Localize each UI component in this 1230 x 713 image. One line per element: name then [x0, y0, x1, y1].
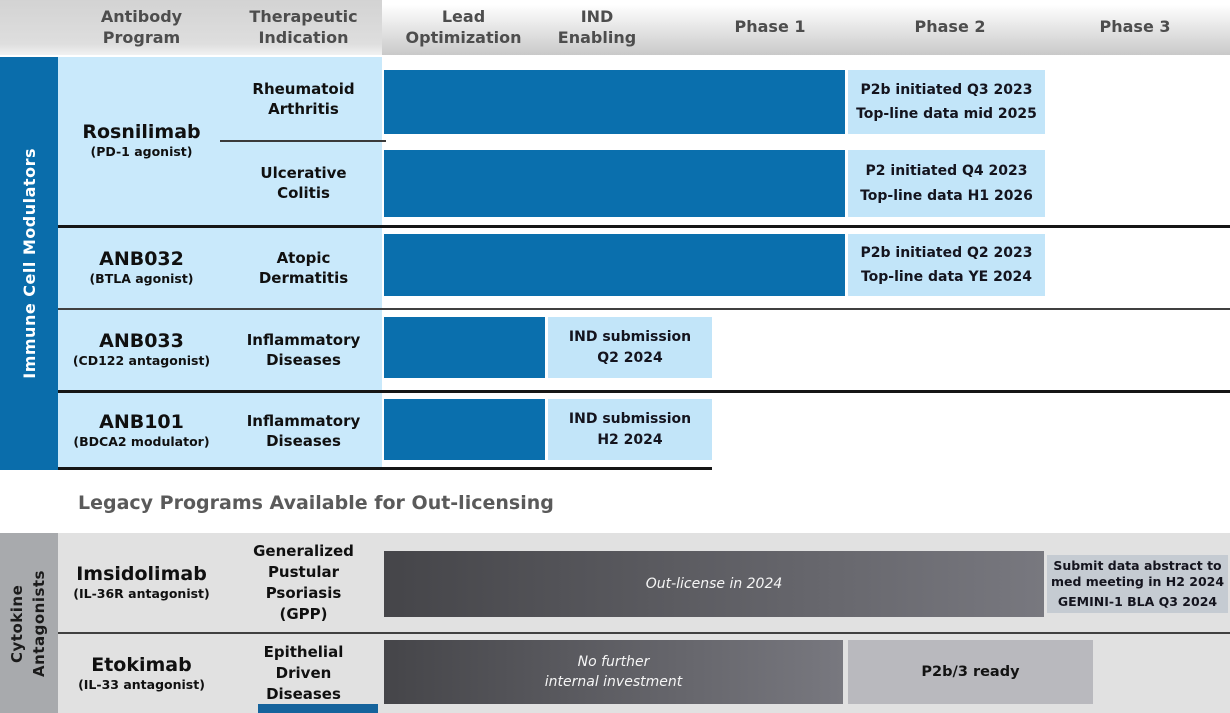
indication-label: Inflammatory Diseases — [246, 330, 361, 369]
milestone-note-rosnilimab-ra: P2b initiated Q3 2023 Top-line data mid … — [848, 70, 1045, 134]
row-separator — [58, 632, 1230, 634]
immune-section-sidebar: Immune Cell Modulators — [0, 57, 58, 470]
indication-cell-anb033: Inflammatory Diseases — [225, 310, 382, 390]
cutoff-blue-strip — [258, 704, 378, 713]
milestone-note-anb033: IND submission Q2 2024 — [548, 317, 712, 378]
program-name: ANB033 — [99, 330, 184, 353]
immune-sidebar-label: Immune Cell Modulators — [19, 148, 39, 379]
program-name: Imsidolimab — [76, 562, 207, 585]
legacy-section-heading: Legacy Programs Available for Out-licens… — [78, 492, 554, 514]
indication-label: Ulcerative Colitis — [260, 163, 347, 202]
indication-label: Epithelial Driven Diseases — [263, 643, 344, 703]
program-name: ANB101 — [99, 411, 184, 434]
program-cell-etokimab: Etokimab (IL-33 antagonist) — [58, 634, 225, 713]
milestone-note-anb101: IND submission H2 2024 — [548, 399, 712, 460]
legacy-section-sidebar: Cytokine Antagonists — [0, 533, 58, 713]
column-header-phase-3: Phase 3 — [1099, 17, 1171, 36]
indication-label: Generalized Pustular Psoriasis (GPP) — [253, 541, 354, 623]
indication-cell-atopic-dermatitis: Atopic Dermatitis — [225, 228, 382, 308]
program-cell-anb033: ANB033 (CD122 antagonist) — [58, 310, 225, 390]
program-target: (IL-33 antagonist) — [78, 676, 205, 692]
indication-cell-epithelial: Epithelial Driven Diseases — [225, 634, 382, 713]
stage-bar-anb033 — [384, 317, 545, 378]
indication-cell-anb101: Inflammatory Diseases — [225, 393, 382, 469]
column-header-therapeutic-indication: Therapeutic Indication — [249, 7, 358, 47]
indication-cell-gpp: Generalized Pustular Psoriasis (GPP) — [225, 533, 382, 632]
section-bottom-border — [58, 467, 712, 470]
program-cell-anb032: ANB032 (BTLA agonist) — [58, 228, 225, 308]
program-name: ANB032 — [99, 248, 184, 271]
program-name: Etokimab — [91, 653, 192, 676]
indication-cell-rheumatoid-arthritis: Rheumatoid Arthritis — [225, 59, 382, 139]
milestone-note-rosnilimab-uc: P2 initiated Q4 2023 Top-line data H1 20… — [848, 150, 1045, 217]
column-header-ind-enabling: IND Enabling — [557, 7, 637, 47]
ready-bar-etokimab: P2b/3 ready — [848, 640, 1093, 704]
indication-divider — [220, 140, 386, 142]
column-header-antibody-program: Antibody Program — [100, 7, 183, 47]
row-separator — [58, 225, 1230, 228]
milestone-note-anb032: P2b initiated Q2 2023 Top-line data YE 2… — [848, 234, 1045, 296]
program-target: (BTLA agonist) — [89, 271, 194, 287]
stage-bar-imsidolimab: Out-license in 2024 — [384, 551, 1044, 617]
program-target: (IL-36R antagonist) — [73, 585, 210, 601]
row-separator — [58, 390, 1230, 393]
program-cell-imsidolimab: Imsidolimab (IL-36R antagonist) — [58, 533, 225, 632]
immune-program-panel — [58, 57, 382, 470]
header-background-left — [0, 0, 382, 55]
column-header-phase-2: Phase 2 — [914, 17, 986, 36]
indication-label: Atopic Dermatitis — [258, 248, 349, 287]
program-cell-rosnilimab: Rosnilimab (PD-1 agonist) — [58, 57, 225, 225]
indication-cell-ulcerative-colitis: Ulcerative Colitis — [225, 143, 382, 223]
stage-bar-anb101 — [384, 399, 545, 460]
row-separator — [58, 308, 1230, 310]
milestone-note-imsidolimab: Submit data abstract to med meeting in H… — [1047, 555, 1228, 613]
legacy-sidebar-label: Cytokine Antagonists — [8, 569, 48, 677]
indication-label: Rheumatoid Arthritis — [252, 79, 355, 118]
column-header-phase-1: Phase 1 — [734, 17, 806, 36]
program-name: Rosnilimab — [82, 121, 201, 144]
stage-bar-etokimab: No further internal investment — [384, 640, 843, 704]
program-cell-anb101: ANB101 (BDCA2 modulator) — [58, 393, 225, 469]
stage-bar-rosnilimab-ra — [384, 70, 845, 134]
column-header-lead-optimization: Lead Optimization — [405, 7, 522, 47]
indication-label: Inflammatory Diseases — [246, 411, 361, 450]
program-target: (BDCA2 modulator) — [73, 434, 210, 450]
stage-bar-anb032 — [384, 234, 845, 296]
program-target: (PD-1 agonist) — [90, 144, 193, 160]
program-target: (CD122 antagonist) — [72, 353, 211, 369]
milestone-note-line: GEMINI-1 BLA Q3 2024 — [1057, 594, 1218, 610]
stage-bar-rosnilimab-uc — [384, 150, 845, 217]
milestone-note-line: Submit data abstract to med meeting in H… — [1050, 557, 1225, 589]
